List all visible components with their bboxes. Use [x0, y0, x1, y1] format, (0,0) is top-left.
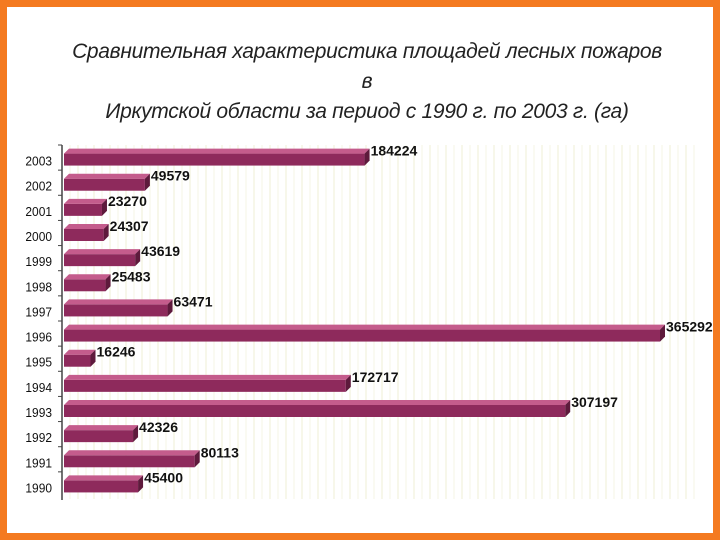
year-tick-label: 2002	[25, 179, 52, 194]
bar-top-face	[64, 374, 351, 380]
year-tick-label: 1991	[25, 456, 52, 471]
bar-end-face	[90, 349, 96, 367]
bar-top-face	[64, 224, 109, 229]
bar	[64, 405, 566, 417]
bar	[64, 203, 102, 216]
bar-top-face	[64, 198, 107, 204]
bar	[64, 379, 346, 392]
bar-value-label: 23270	[108, 193, 147, 209]
year-tick-label: 1996	[25, 330, 52, 345]
bar-top-face	[64, 425, 139, 431]
bar	[64, 455, 195, 468]
bar	[64, 430, 134, 443]
bar	[64, 279, 106, 292]
bar-end-face	[133, 425, 139, 443]
bar-top-face	[64, 274, 111, 280]
bar	[64, 178, 145, 191]
year-tick-label: 1992	[25, 431, 52, 446]
bar-value-label: 16246	[97, 344, 136, 360]
bar-value-label: 80113	[201, 444, 239, 460]
bar-end-face	[345, 374, 351, 392]
bar-top-face	[64, 475, 144, 481]
bar-top-face	[64, 450, 200, 456]
bar	[64, 153, 365, 166]
bar	[64, 254, 136, 267]
bar-value-label: 307197	[571, 394, 618, 410]
year-tick-label: 1993	[25, 406, 52, 421]
year-tick-label: 1990	[25, 481, 52, 496]
bar-top-face	[64, 148, 370, 154]
bar-end-face	[194, 450, 200, 468]
bar-value-label: 43619	[141, 243, 180, 259]
bar-end-face	[660, 324, 666, 342]
bar-top-face	[64, 299, 173, 305]
bar-top-face	[64, 324, 666, 330]
year-tick-label: 2003	[25, 154, 52, 169]
bar-end-face	[565, 400, 571, 417]
bar-value-label: 184224	[371, 143, 418, 159]
bar-end-face	[167, 299, 173, 317]
year-tick-label: 1995	[25, 355, 52, 370]
year-tick-label: 1994	[25, 380, 52, 395]
bar-value-label: 49579	[151, 168, 190, 184]
bar-value-label: 63471	[174, 293, 213, 309]
year-tick-label: 2001	[25, 204, 52, 219]
grid-lines	[69, 145, 695, 499]
bar-top-face	[64, 349, 96, 355]
year-tick-label: 1999	[25, 255, 52, 270]
bar-value-label: 42326	[139, 419, 178, 435]
chart-title: Сравнительная характеристика площадей ле…	[67, 37, 667, 127]
bar	[64, 329, 661, 342]
bar-value-label: 45400	[144, 469, 183, 485]
chart-title-line2: Иркутской области за период с 1990 г. по…	[105, 100, 629, 123]
bar-end-face	[364, 148, 370, 166]
year-tick-label: 1997	[25, 305, 52, 320]
bar	[64, 354, 91, 367]
year-tick-label: 2000	[25, 230, 52, 245]
bar-top-face	[64, 173, 150, 179]
bar-end-face	[144, 173, 150, 191]
bar-value-label: 24307	[110, 218, 149, 234]
year-tick-label: 1998	[25, 280, 52, 295]
bar	[64, 304, 168, 317]
bar-end-face	[135, 249, 141, 267]
bar-value-label: 365292	[666, 319, 713, 335]
chart-title-line1: Сравнительная характеристика площадей ле…	[72, 40, 662, 93]
bar	[64, 229, 104, 241]
bar	[64, 480, 139, 493]
bar-end-face	[101, 198, 107, 216]
bar-value-label: 172717	[352, 369, 399, 385]
bar-top-face	[64, 249, 141, 255]
bar-top-face	[64, 400, 571, 405]
bar-value-label: 25483	[112, 268, 151, 284]
bar-end-face	[138, 475, 144, 493]
bar-end-face	[105, 274, 111, 292]
bar-end-face	[103, 224, 109, 241]
